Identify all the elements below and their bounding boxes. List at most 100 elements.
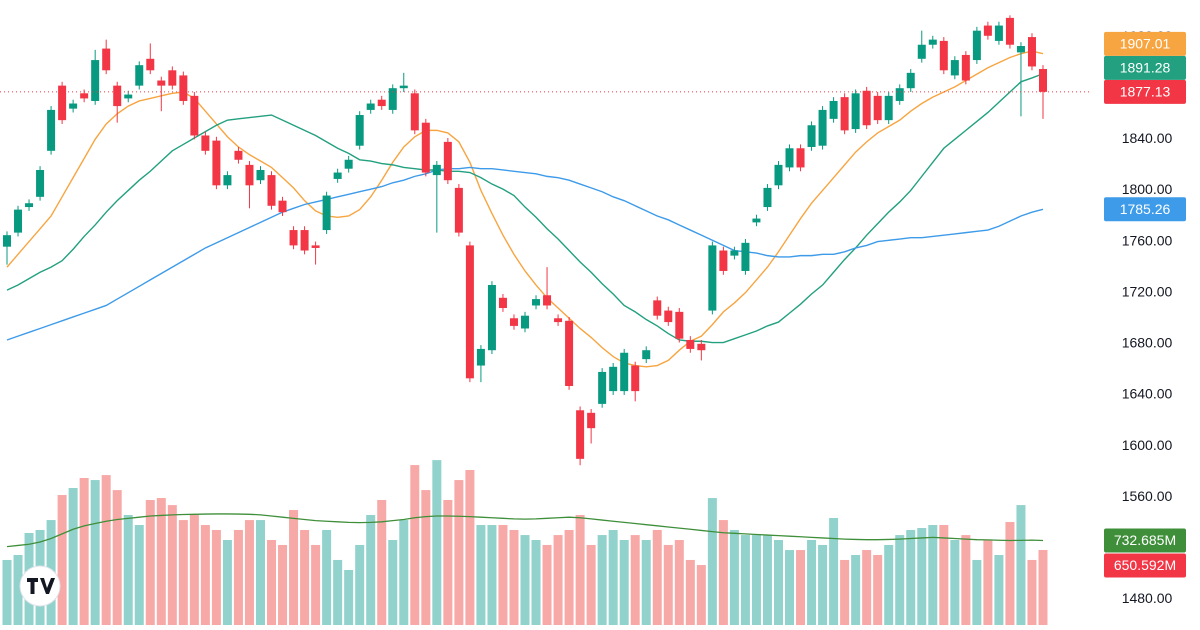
y-tick-label: 1680.00 (1122, 335, 1173, 351)
candle-body (476, 348, 485, 366)
candle-body (708, 245, 717, 311)
volume-bar (796, 550, 806, 625)
candle-body (884, 95, 893, 121)
volume-label-box (1104, 528, 1186, 553)
volume-bar (233, 529, 243, 625)
volume-bar (663, 544, 673, 625)
candle-body (631, 365, 640, 392)
y-tick-label: 1800.00 (1122, 181, 1173, 197)
price-label: 1785.26 (1120, 201, 1171, 217)
volume-bar (1038, 549, 1048, 625)
volume-bar (862, 550, 872, 625)
volume-bar (807, 540, 817, 625)
volume-bar (134, 525, 144, 625)
candle-body (135, 65, 144, 86)
candle-body (763, 187, 772, 208)
candle-body (972, 30, 981, 61)
candle-body (862, 90, 871, 126)
candle-body (69, 103, 78, 109)
volume-bar (79, 477, 89, 625)
candle-body (201, 135, 210, 151)
volume-bar (498, 525, 508, 625)
volume-label: 732.685M (1114, 532, 1176, 548)
volume-ma-line (6, 513, 1044, 548)
candle-body (146, 58, 155, 71)
candle-body (212, 140, 221, 186)
volume-bar (2, 559, 12, 625)
candle-body (333, 172, 342, 179)
candle-body (576, 410, 585, 459)
volume-bar (289, 510, 299, 625)
candle-body (818, 109, 827, 146)
volume-bar (200, 525, 210, 625)
volume-bar (696, 565, 706, 625)
volume-bar (465, 470, 475, 625)
volume-bar (509, 529, 519, 625)
price-axis (1092, 0, 1200, 630)
candle-body (961, 54, 970, 81)
candle-body (355, 115, 364, 146)
volume-bar (928, 525, 938, 625)
price-label-box (1104, 197, 1186, 222)
candle-body (983, 25, 992, 36)
volume-bar (487, 525, 497, 625)
volume-label: 650.592M (1114, 557, 1176, 573)
candle-body (774, 164, 783, 186)
volume-bar (895, 535, 905, 625)
volume-bar (57, 495, 67, 625)
candle-body (58, 85, 67, 121)
volume-bar (189, 514, 199, 625)
volume-bar (123, 514, 133, 625)
price-label: 1891.28 (1120, 60, 1171, 76)
price-label-box (1104, 55, 1186, 80)
volume-bar (1016, 505, 1026, 625)
candle-body (157, 80, 166, 86)
axis-labels: 1480.00 1560.00 1600.00 1640.00 1680.00 1720.… (1092, 28, 1186, 606)
volume-bar (906, 529, 916, 625)
candle-body (565, 320, 574, 386)
candle-body (179, 75, 188, 101)
y-tick-label: 1480.00 (1122, 590, 1173, 606)
volume-bar (454, 480, 464, 625)
candle-body (102, 48, 111, 71)
candle-body (917, 44, 926, 59)
candle-body (498, 297, 507, 309)
candle-body (741, 242, 750, 271)
volume-bar (410, 465, 420, 625)
y-tick-label: 1640.00 (1122, 386, 1173, 402)
volume-bar (718, 520, 728, 625)
volume-bar (542, 544, 552, 625)
volume-bar (950, 540, 960, 625)
candle-body (388, 88, 397, 110)
candle-body (873, 95, 882, 121)
moving-average (6, 166, 1044, 341)
volume-bar (972, 559, 982, 625)
volume-bar (707, 498, 717, 625)
volume-bar (917, 528, 927, 625)
volume-bar (68, 488, 78, 625)
volume-bar (13, 555, 23, 625)
price-label-box (1104, 79, 1186, 104)
candle-body (410, 93, 419, 131)
candle-body (928, 39, 937, 45)
volume-bar (740, 535, 750, 625)
volume-bar (597, 535, 607, 625)
volume-bar (1005, 522, 1015, 625)
volume-bar (994, 555, 1004, 625)
price-label: 1877.13 (1120, 84, 1171, 100)
volume-bar (267, 540, 277, 625)
volume-bar (553, 535, 563, 625)
volume-bar (278, 544, 288, 625)
candle-body (267, 175, 276, 206)
candle-body (609, 366, 618, 392)
candle-body (719, 250, 728, 271)
candle-body (598, 371, 607, 404)
candle-body (91, 60, 100, 101)
volume-bar (222, 540, 232, 625)
candle-body (366, 103, 375, 110)
volume-bar (630, 535, 640, 625)
volume-bar (884, 544, 894, 625)
candle-body (278, 200, 287, 213)
candle-body (521, 315, 529, 329)
candle-body (399, 85, 408, 89)
